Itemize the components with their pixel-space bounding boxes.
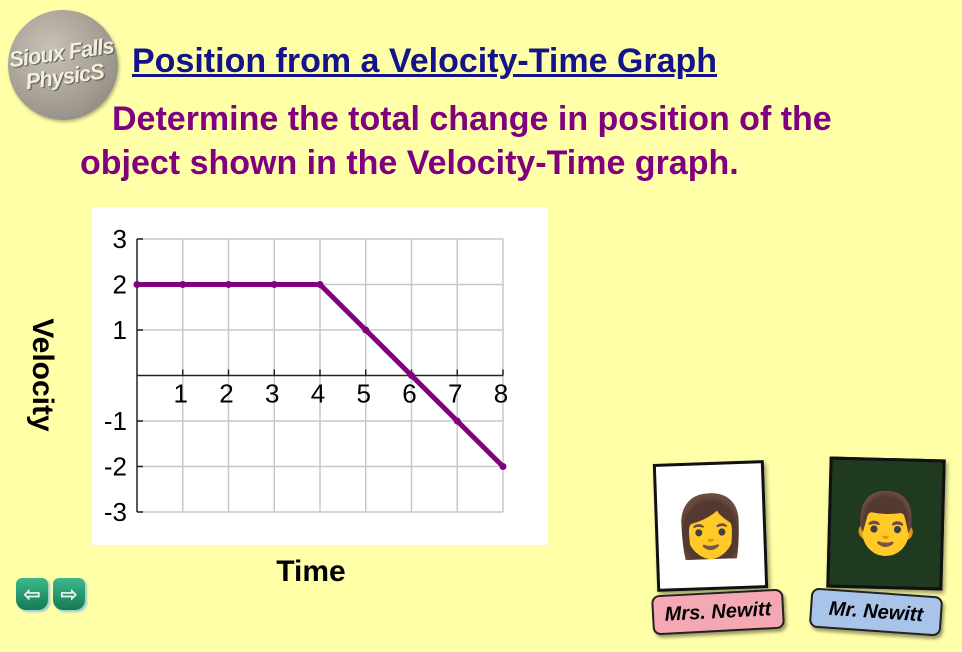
- subtitle-line1: Determine the total change in position o…: [112, 100, 832, 138]
- x-axis-label: Time: [276, 555, 346, 588]
- y-tick-label: 2: [113, 270, 127, 300]
- photo-mrs-newitt: 👩: [652, 460, 769, 592]
- x-tick-label: 3: [265, 379, 279, 409]
- data-point: [316, 281, 324, 288]
- left-arrow-icon: ⇦: [23, 583, 41, 606]
- data-point: [225, 281, 232, 288]
- data-point: [133, 281, 141, 288]
- subtitle-line2: object shown in the Velocity-Time graph.: [80, 144, 739, 182]
- name-tag-mrs-newitt: Mrs. Newitt: [651, 588, 785, 636]
- back-button[interactable]: ⇦: [16, 578, 48, 610]
- x-tick-label: 6: [402, 379, 416, 409]
- y-tick-label: -2: [104, 452, 127, 482]
- y-tick-label: 3: [113, 224, 127, 254]
- right-arrow-icon: ⇨: [60, 583, 78, 606]
- data-point: [453, 417, 461, 425]
- name-label: Mr. Newitt: [828, 597, 924, 626]
- person-icon: 👩: [671, 491, 750, 561]
- name-label: Mrs. Newitt: [664, 597, 772, 626]
- x-tick-label: 4: [311, 379, 325, 409]
- data-point: [408, 372, 415, 379]
- velocity-time-chart: 3 2 1 -1 -2 -3 1 2 3 4 5 6 7 8: [92, 207, 548, 545]
- x-tick-label: 1: [174, 379, 188, 409]
- name-tag-mr-newitt: Mr. Newitt: [808, 587, 944, 637]
- x-tick-label: 7: [448, 379, 462, 409]
- data-point: [179, 281, 187, 288]
- y-tick-label: -3: [104, 497, 127, 527]
- x-tick-label: 5: [357, 379, 371, 409]
- data-point: [270, 281, 278, 288]
- x-tick-label: 8: [494, 379, 508, 409]
- data-point: [499, 463, 507, 470]
- data-point: [362, 326, 370, 334]
- y-tick-label: -1: [104, 406, 127, 436]
- page-title: Position from a Velocity-Time Graph: [132, 42, 718, 80]
- photo-mr-newitt: 👨: [826, 456, 946, 591]
- person-icon: 👨: [847, 489, 925, 558]
- forward-button[interactable]: ⇨: [53, 578, 85, 610]
- logo: Sioux Falls PhysicS: [0, 2, 126, 128]
- y-axis-label: Velocity: [26, 318, 59, 432]
- x-tick-label: 2: [219, 379, 233, 409]
- y-tick-label: 1: [113, 315, 127, 345]
